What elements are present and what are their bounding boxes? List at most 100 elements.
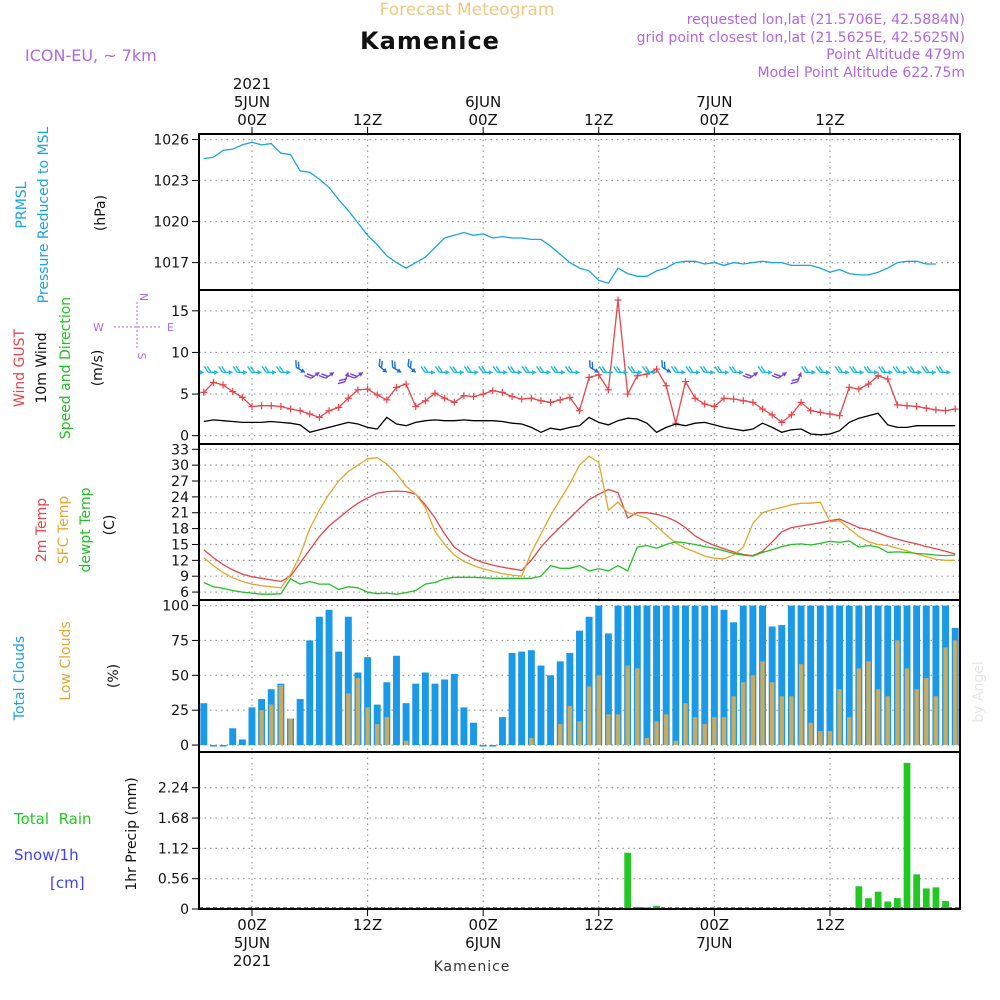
y-tick-label: 9 bbox=[180, 569, 189, 585]
bar-low-clouds bbox=[914, 689, 919, 746]
top-time-label: 00Z bbox=[468, 111, 497, 129]
bar-low-clouds bbox=[721, 717, 727, 746]
bar-rain bbox=[942, 900, 949, 909]
bar-low-clouds bbox=[885, 696, 890, 746]
bar-rain bbox=[922, 888, 930, 909]
bar-low-clouds bbox=[924, 678, 929, 746]
bar-low-clouds bbox=[529, 738, 534, 746]
top-time-label: 00Z bbox=[237, 111, 266, 129]
bar-total-clouds bbox=[219, 745, 227, 747]
bottom-time-label: 00Z bbox=[468, 916, 497, 934]
bar-total-clouds bbox=[470, 722, 478, 746]
y-tick-label: 30 bbox=[171, 458, 189, 474]
bar-total-clouds bbox=[585, 616, 593, 746]
gust-marker bbox=[450, 398, 458, 406]
bar-total-clouds bbox=[335, 651, 343, 746]
gust-marker bbox=[489, 387, 497, 395]
top-time-label: 6JUN bbox=[465, 93, 501, 111]
bar-total-clouds bbox=[402, 703, 410, 746]
gust-marker bbox=[556, 396, 564, 404]
bar-low-clouds bbox=[847, 717, 852, 746]
top-time-label: 12Z bbox=[584, 111, 613, 129]
panel-frame bbox=[198, 133, 961, 291]
gust-marker bbox=[807, 407, 815, 415]
gust-marker bbox=[653, 365, 661, 373]
wind-barb bbox=[588, 360, 600, 374]
bar-total-clouds bbox=[874, 605, 882, 746]
bar-low-clouds bbox=[731, 696, 736, 746]
y-tick-label: 33 bbox=[171, 442, 189, 458]
gust-marker bbox=[855, 385, 863, 393]
bar-total-clouds bbox=[200, 703, 208, 746]
bar-total-clouds bbox=[643, 605, 651, 746]
gust-marker bbox=[238, 393, 246, 401]
bar-rain bbox=[903, 762, 911, 909]
top-time-label: 12Z bbox=[815, 111, 844, 129]
wind-barb bbox=[478, 366, 493, 375]
gust-marker bbox=[518, 395, 526, 403]
wind-barb bbox=[521, 366, 537, 375]
panel-frame bbox=[198, 751, 961, 910]
wind-barb bbox=[420, 366, 436, 375]
y-tick-label: 15 bbox=[171, 537, 189, 553]
gust-marker bbox=[248, 403, 256, 411]
cloud-labels: Total Clouds Low Clouds (%) bbox=[12, 621, 122, 721]
wind-barb bbox=[407, 358, 417, 373]
wind-barb bbox=[261, 366, 277, 375]
y-tick-label: 21 bbox=[171, 506, 189, 522]
bar-rain bbox=[633, 906, 641, 909]
wind-barb bbox=[613, 366, 628, 375]
wind-barb bbox=[536, 366, 551, 375]
bar-low-clouds bbox=[596, 675, 601, 746]
wind-labels: Wind GUST 10m Wind Speed and Direction (… bbox=[12, 297, 106, 439]
bar-low-clouds bbox=[866, 661, 871, 746]
y-tick-label: 0.56 bbox=[158, 872, 189, 888]
y-tick-label: 50 bbox=[171, 668, 189, 684]
bar-low-clouds bbox=[683, 703, 688, 746]
gust-marker bbox=[421, 397, 429, 405]
y-tick-label: 2.24 bbox=[158, 781, 189, 797]
legend-snow-unit: [cm] bbox=[50, 874, 85, 892]
bar-total-clouds bbox=[296, 699, 304, 746]
bar-total-clouds bbox=[681, 605, 689, 746]
gust-marker bbox=[306, 410, 314, 418]
precip-ylabel: 1hr Precip (mm) bbox=[124, 777, 140, 890]
wind-barb bbox=[347, 371, 364, 379]
wind-barb bbox=[247, 366, 262, 375]
gust-marker bbox=[749, 398, 757, 406]
temp-label-dewpt: dewpt Temp bbox=[78, 487, 94, 572]
bar-low-clouds bbox=[625, 665, 630, 746]
bar-total-clouds bbox=[344, 616, 352, 746]
gust-marker bbox=[710, 403, 718, 411]
wind-unit: (m/s) bbox=[90, 350, 106, 387]
bar-total-clouds bbox=[730, 622, 738, 746]
plot-area-5 bbox=[199, 762, 960, 909]
bar-total-clouds bbox=[364, 657, 372, 746]
wind-barb bbox=[627, 366, 643, 375]
plot-area-3 bbox=[203, 455, 956, 595]
gust-marker bbox=[701, 400, 709, 408]
bar-rain bbox=[865, 898, 872, 909]
bottom-time-label: 6JUN bbox=[465, 934, 501, 952]
location-title: Kamenice bbox=[360, 27, 500, 55]
bar-total-clouds bbox=[604, 633, 612, 746]
series-line-10m-wind bbox=[203, 412, 956, 436]
bar-low-clouds bbox=[702, 724, 707, 746]
wind-barb bbox=[378, 358, 388, 373]
wind-barb bbox=[507, 366, 522, 375]
wind-barb bbox=[849, 366, 864, 375]
compass-n: N bbox=[137, 293, 150, 301]
wind-compass: N S W E bbox=[93, 293, 174, 360]
bar-total-clouds bbox=[248, 707, 256, 746]
gust-marker bbox=[441, 394, 449, 402]
bar-total-clouds bbox=[739, 605, 747, 746]
panel-frame bbox=[198, 289, 961, 445]
bar-total-clouds bbox=[325, 609, 333, 746]
gust-marker bbox=[624, 390, 632, 398]
gust-marker bbox=[537, 397, 545, 405]
bar-total-clouds bbox=[913, 605, 921, 746]
temp-labels: 2m Temp SFC Temp dewpt Temp (C) bbox=[34, 487, 118, 572]
gust-marker bbox=[431, 389, 439, 397]
gust-marker bbox=[903, 402, 911, 410]
top-time-label: 00Z bbox=[700, 111, 729, 129]
